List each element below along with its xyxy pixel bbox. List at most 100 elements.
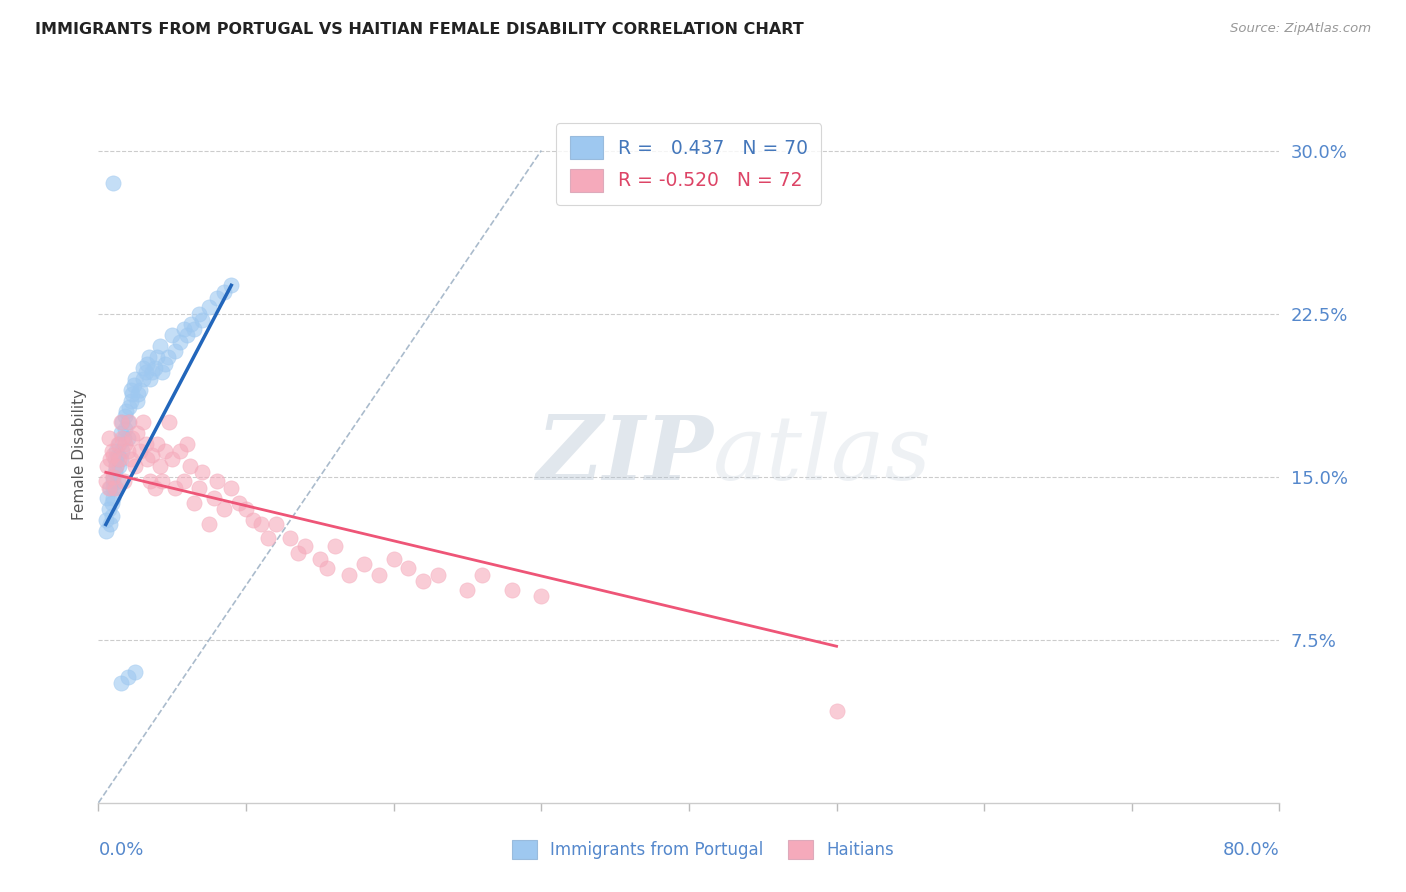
Point (125, 393, 148, 408)
Point (139, 372, 162, 386)
Point (94, 513, 117, 527)
Point (118, 400, 141, 414)
Point (150, 365, 173, 379)
Point (187, 481, 209, 495)
Point (110, 676, 132, 690)
Point (103, 469, 125, 483)
Point (149, 339, 172, 353)
Point (165, 481, 187, 495)
Point (117, 415, 139, 429)
Point (124, 372, 146, 386)
Point (242, 513, 264, 527)
Point (100, 496, 122, 510)
Point (105, 458, 128, 473)
Point (108, 452, 131, 467)
Point (103, 448, 125, 462)
Point (103, 491, 125, 506)
Point (107, 474, 129, 488)
Point (202, 491, 225, 506)
Point (235, 502, 257, 516)
Point (112, 474, 135, 488)
Point (100, 443, 122, 458)
Point (456, 582, 478, 597)
Point (141, 365, 163, 379)
Point (107, 448, 129, 462)
Point (339, 567, 360, 582)
Point (165, 343, 187, 358)
Point (128, 383, 150, 397)
Point (96, 458, 118, 473)
Text: ZIP: ZIP (537, 412, 713, 498)
Point (187, 307, 209, 321)
Point (183, 322, 205, 336)
Point (191, 466, 214, 480)
Point (136, 452, 159, 467)
Text: 0.0%: 0.0% (98, 841, 143, 859)
Point (471, 567, 494, 582)
Point (264, 517, 287, 532)
Point (115, 404, 138, 418)
Point (114, 409, 136, 423)
Point (228, 496, 250, 510)
Point (157, 415, 180, 429)
Point (124, 665, 146, 680)
Point (111, 415, 134, 429)
Point (103, 176, 125, 190)
Point (104, 481, 127, 495)
Point (94, 524, 117, 538)
Point (153, 357, 176, 371)
Point (501, 582, 523, 597)
Point (162, 452, 183, 467)
Point (396, 561, 419, 575)
Point (212, 285, 235, 299)
Point (98, 452, 121, 467)
Point (173, 322, 195, 336)
Point (107, 437, 129, 451)
Point (257, 531, 280, 545)
Point (146, 350, 169, 364)
Point (104, 452, 127, 467)
Point (125, 426, 148, 441)
Point (205, 291, 228, 305)
Point (103, 474, 125, 488)
Point (114, 437, 136, 451)
Point (132, 360, 155, 375)
Point (427, 567, 450, 582)
Text: 80.0%: 80.0% (1223, 841, 1279, 859)
Point (162, 328, 183, 343)
Text: IMMIGRANTS FROM PORTUGAL VS HAITIAN FEMALE DISABILITY CORRELATION CHART: IMMIGRANTS FROM PORTUGAL VS HAITIAN FEMA… (35, 22, 804, 37)
Point (169, 334, 191, 349)
Point (128, 443, 150, 458)
Point (219, 481, 242, 495)
Point (127, 387, 149, 401)
Point (117, 443, 139, 458)
Point (198, 300, 221, 314)
Point (173, 474, 195, 488)
Point (132, 372, 155, 386)
Point (150, 474, 173, 488)
Point (111, 443, 134, 458)
Point (183, 496, 205, 510)
Point (138, 350, 160, 364)
Point (103, 469, 125, 483)
Point (122, 378, 145, 392)
Point (135, 365, 157, 379)
Point (105, 458, 128, 473)
Point (135, 437, 157, 451)
Point (110, 426, 132, 441)
Point (136, 357, 159, 371)
Point (287, 546, 309, 560)
Point (97, 481, 120, 495)
Point (105, 481, 128, 495)
Point (278, 531, 302, 545)
Point (124, 458, 146, 473)
Point (103, 481, 125, 495)
Point (105, 443, 128, 458)
Legend: R =   0.437   N = 70, R = -0.520   N = 72: R = 0.437 N = 70, R = -0.520 N = 72 (557, 123, 821, 205)
Point (219, 278, 242, 293)
Point (176, 328, 198, 343)
Point (97, 431, 120, 445)
Point (114, 422, 136, 436)
Point (309, 552, 332, 566)
Point (146, 437, 169, 451)
